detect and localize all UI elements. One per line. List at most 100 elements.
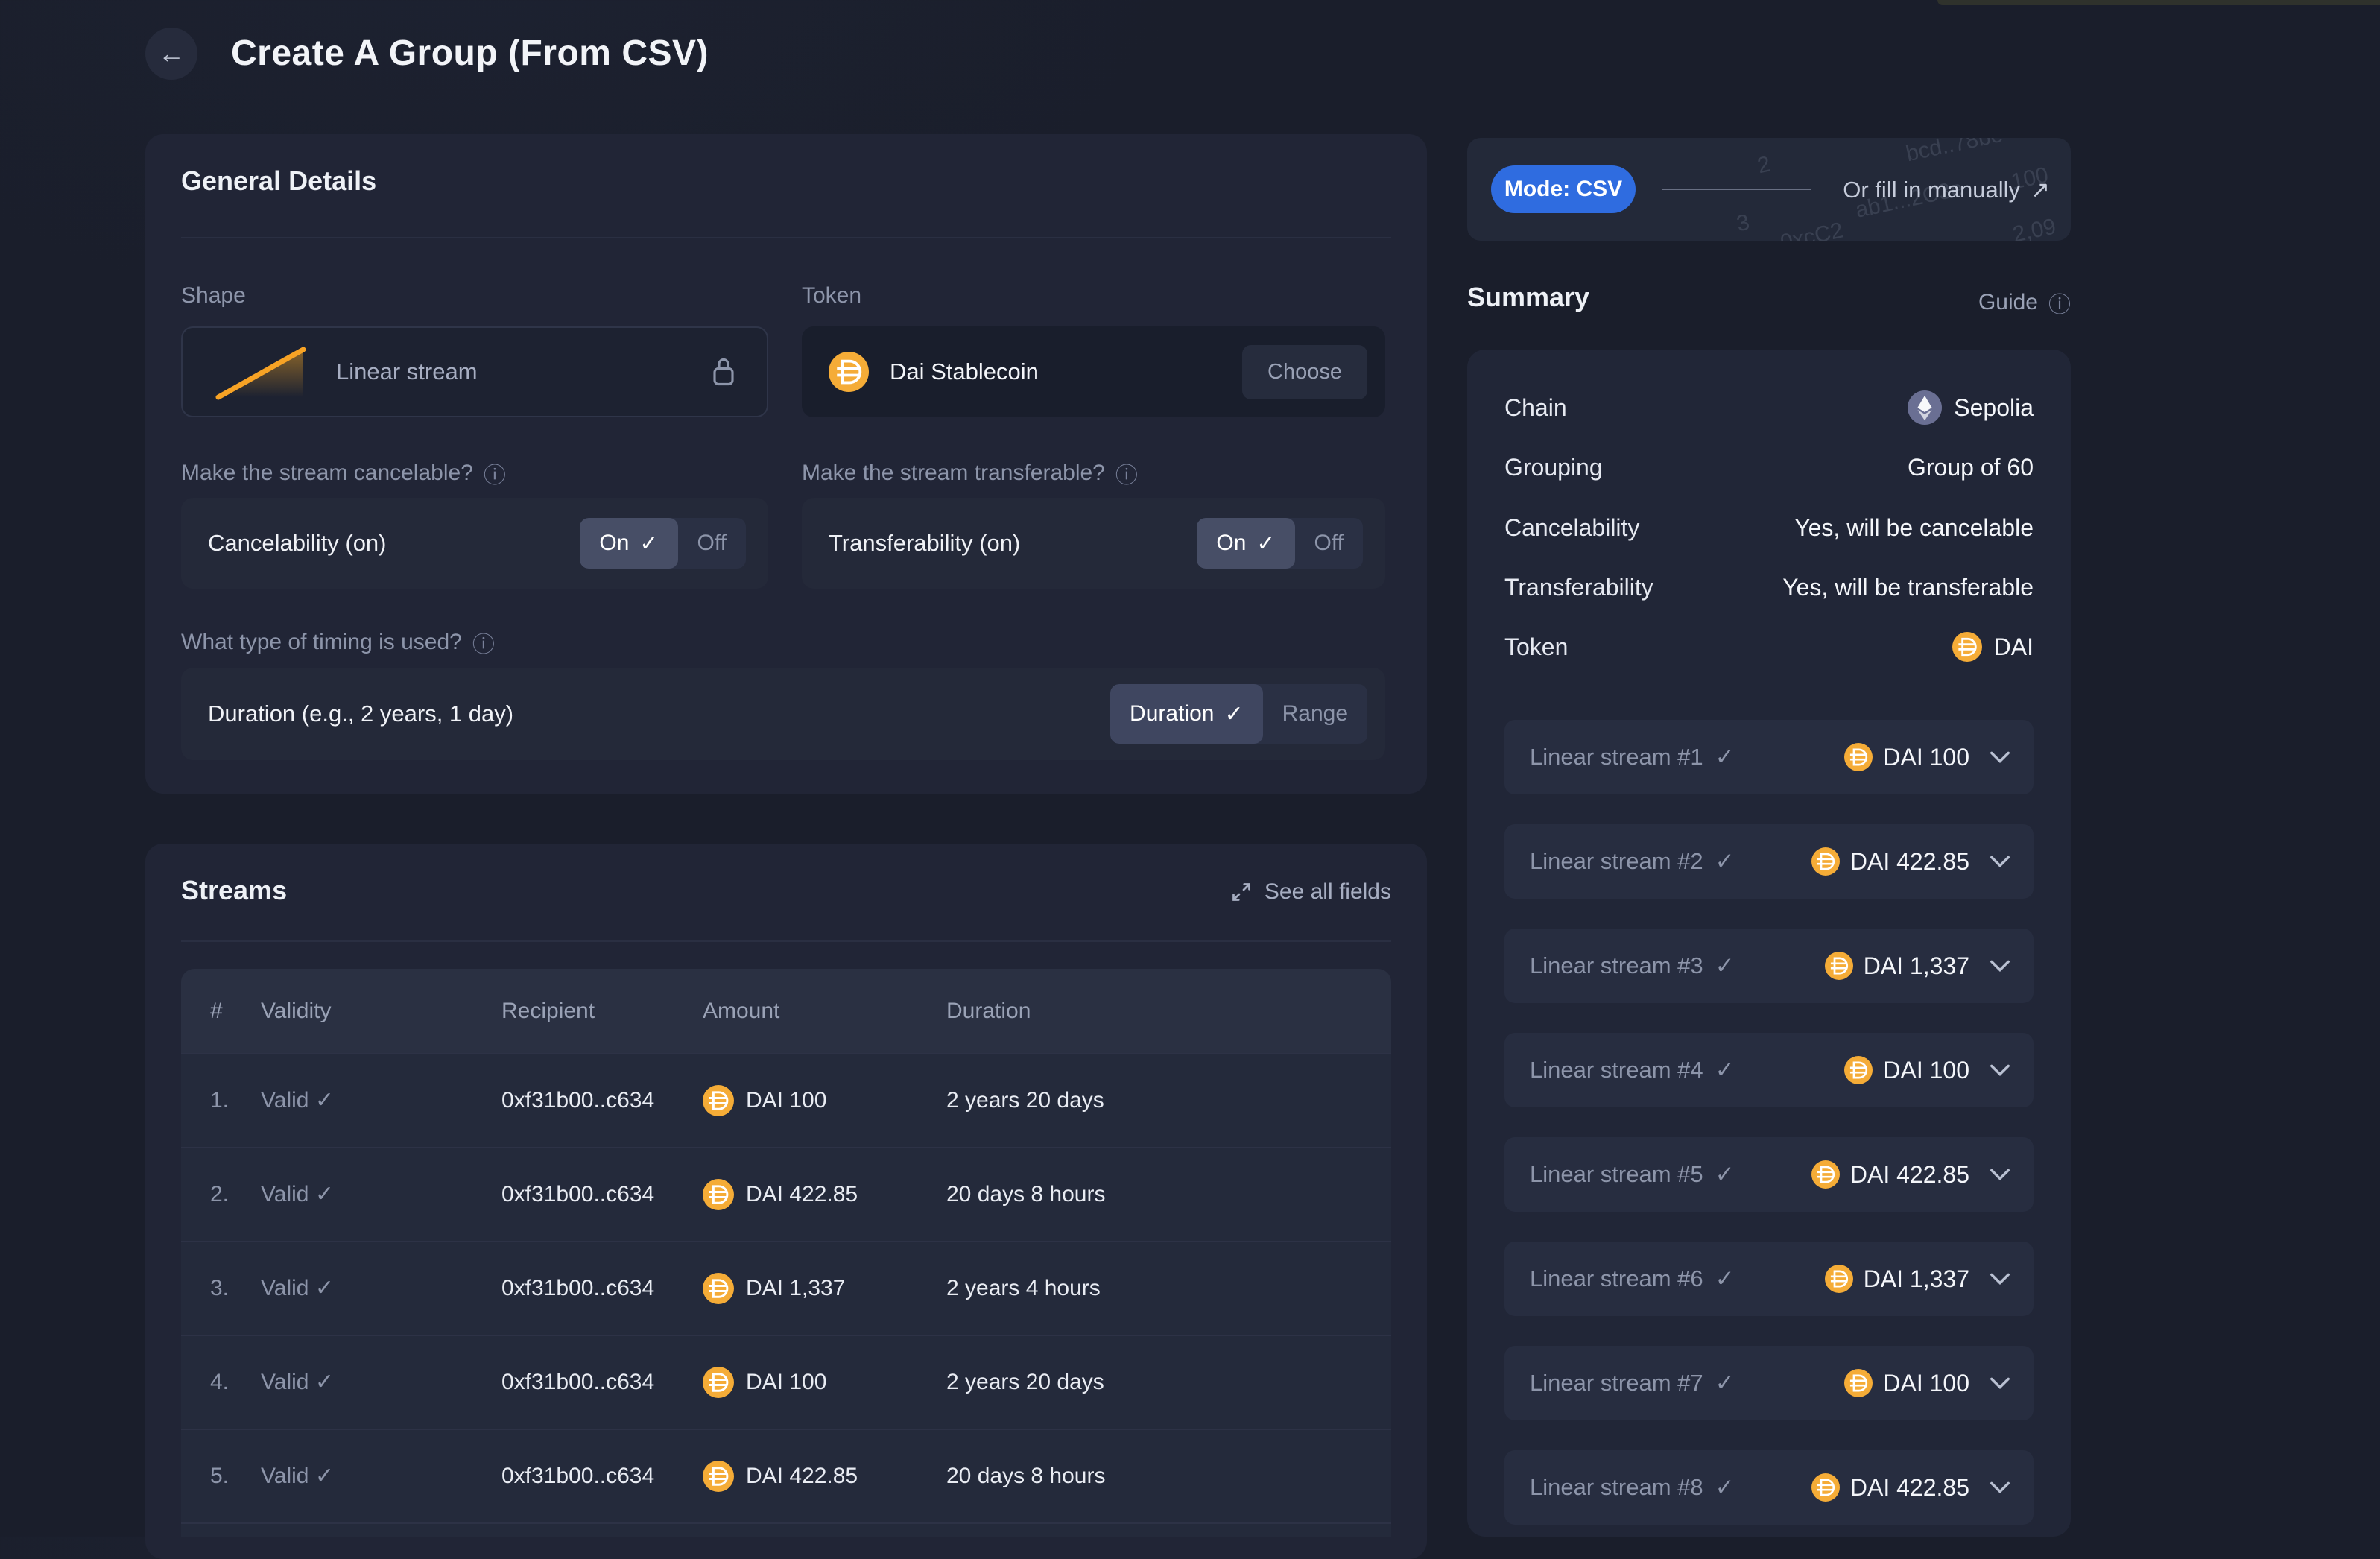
summary-stream-row[interactable]: Linear stream #7 ✓ DAI 100 [1504, 1346, 2034, 1420]
dai-token-icon [703, 1367, 734, 1398]
check-icon: ✓ [1715, 744, 1735, 771]
row-recipient: 0xf31b00..c634 [501, 1464, 655, 1488]
transferability-on-button[interactable]: On ✓ [1197, 518, 1295, 569]
check-icon: ✓ [639, 530, 659, 557]
check-icon: ✓ [314, 1369, 334, 1395]
timing-label: Duration (e.g., 2 years, 1 day) [208, 701, 514, 727]
general-details-title: General Details [181, 165, 377, 196]
dai-token-icon [1811, 1473, 1840, 1502]
shape-value: Linear stream [336, 358, 478, 385]
window-edge-strip [1937, 0, 2380, 5]
summary-stream-row[interactable]: Linear stream #1 ✓ DAI 100 [1504, 720, 2034, 794]
arrow-up-right-icon: ↗ [2031, 177, 2050, 203]
guide-link[interactable]: Guide ⓘ [1978, 286, 2071, 319]
token-label: Token [802, 283, 862, 308]
check-icon: ✓ [1715, 1370, 1735, 1397]
summary-stream-row[interactable]: Linear stream #4 ✓ DAI 100 [1504, 1033, 2034, 1107]
chevron-down-icon [1990, 1481, 2010, 1494]
row-recipient: 0xf31b00..c634 [501, 1182, 655, 1207]
timing-box: Duration (e.g., 2 years, 1 day) Duration… [181, 668, 1385, 760]
cancelability-label: Cancelability (on) [208, 530, 387, 556]
row-amount: DAI 422.85 [703, 1430, 858, 1522]
row-duration: 20 days 8 hours [946, 1182, 1106, 1207]
row-validity: Valid ✓ [261, 1463, 334, 1489]
summary-row-token: Token DAI [1504, 630, 2034, 663]
summary-stream-row[interactable]: Linear stream #8 ✓ DAI 422.85 [1504, 1450, 2034, 1525]
row-recipient: 0xf31b00..c634 [501, 1276, 655, 1300]
summary-row-transferability: Transferability Yes, will be transferabl… [1504, 573, 2034, 601]
row-validity: Valid ✓ [261, 1181, 334, 1207]
duration-button[interactable]: Duration ✓ [1110, 684, 1263, 744]
divider [181, 940, 1391, 942]
summary-stream-row[interactable]: Linear stream #6 ✓ DAI 1,337 [1504, 1242, 2034, 1316]
chevron-down-icon [1990, 1377, 2010, 1390]
info-icon[interactable]: ⓘ [1115, 463, 1138, 489]
table-row: 1. Valid ✓ 0xf31b00..c634 DAI 100 2 year… [181, 1053, 1391, 1147]
chevron-down-icon [1990, 1064, 2010, 1077]
timing-question: What type of timing is used? ⓘ [181, 626, 495, 659]
token-name: Dai Stablecoin [890, 358, 1039, 385]
dai-token-icon [829, 352, 869, 392]
dai-token-icon [1844, 1056, 1873, 1084]
col-recipient: Recipient [501, 999, 595, 1023]
ghost-csv-text: 3 [1734, 209, 1752, 237]
arrow-left-icon: ← [158, 38, 185, 69]
cancelability-box: Cancelability (on) On ✓ Off [181, 498, 768, 589]
cancelability-on-button[interactable]: On ✓ [580, 518, 678, 569]
summary-row-chain: Chain Sepolia [1504, 390, 2034, 425]
summary-stream-row[interactable]: Linear stream #3 ✓ DAI 1,337 [1504, 929, 2034, 1003]
check-icon: ✓ [314, 1087, 334, 1113]
summary-card: Chain Sepolia Grouping Group of 60 Cance… [1467, 350, 2071, 1537]
dai-token-icon [703, 1085, 734, 1116]
ethereum-chain-icon [1908, 390, 1943, 425]
table-row: 2. Valid ✓ 0xf31b00..c634 DAI 422.85 20 … [181, 1147, 1391, 1241]
transferability-label: Transferability (on) [829, 530, 1021, 556]
ghost-csv-text: 2,09 [2010, 214, 2059, 241]
check-icon: ✓ [1715, 1057, 1735, 1084]
row-index: 4. [210, 1370, 230, 1394]
mode-panel: 2 3 bcd..78be 100 ab1...2C3e 2,09 0xcC2 … [1467, 138, 2071, 241]
info-icon[interactable]: ⓘ [483, 463, 506, 489]
col-duration: Duration [946, 999, 1031, 1023]
table-header-row: # Validity Recipient Amount Duration [181, 969, 1391, 1053]
connector-line [1662, 189, 1811, 190]
dai-token-icon [1824, 1265, 1853, 1293]
check-icon: ✓ [1224, 701, 1244, 727]
cancelable-question: Make the stream cancelable? ⓘ [181, 457, 506, 490]
row-duration: 2 years 20 days [946, 1370, 1104, 1394]
check-icon: ✓ [1715, 848, 1735, 875]
check-icon: ✓ [1715, 1161, 1735, 1188]
mode-csv-button[interactable]: Mode: CSV [1491, 165, 1636, 213]
see-all-fields-button[interactable]: See all fields [1230, 879, 1391, 905]
cancelability-toggle: On ✓ Off [580, 518, 746, 569]
shape-selector[interactable]: Linear stream [181, 326, 768, 417]
row-amount: DAI 422.85 [703, 1148, 858, 1241]
dai-token-icon [1844, 1369, 1873, 1397]
fill-manually-link[interactable]: Or fill in manually ↗ [1843, 177, 2050, 203]
back-button[interactable]: ← [145, 28, 197, 80]
row-duration: 2 years 4 hours [946, 1276, 1101, 1300]
check-icon: ✓ [314, 1463, 334, 1489]
row-duration: 2 years 20 days [946, 1088, 1104, 1113]
range-button[interactable]: Range [1282, 701, 1348, 726]
row-recipient: 0xf31b00..c634 [501, 1370, 655, 1394]
cancelability-off-button[interactable]: Off [697, 531, 727, 555]
col-amount: Amount [703, 999, 780, 1023]
chevron-down-icon [1990, 1169, 2010, 1181]
dai-token-icon [703, 1461, 734, 1492]
summary-stream-row[interactable]: Linear stream #2 ✓ DAI 422.85 [1504, 824, 2034, 899]
info-icon[interactable]: ⓘ [472, 632, 495, 658]
row-amount: DAI 100 [703, 1336, 826, 1429]
row-duration: 20 days 8 hours [946, 1464, 1106, 1488]
summary-stream-row[interactable]: Linear stream #5 ✓ DAI 422.85 [1504, 1137, 2034, 1212]
token-box: Dai Stablecoin Choose [802, 326, 1385, 417]
transferability-off-button[interactable]: Off [1314, 531, 1344, 555]
transferable-question: Make the stream transferable? ⓘ [802, 457, 1138, 490]
ghost-csv-text: 2 [1755, 151, 1773, 179]
check-icon: ✓ [314, 1275, 334, 1301]
row-amount: DAI 100 [703, 1054, 826, 1147]
choose-token-button[interactable]: Choose [1242, 344, 1367, 399]
page-title: Create A Group (From CSV) [231, 34, 709, 73]
summary-header: Summary Guide ⓘ [1467, 282, 2071, 319]
info-icon: ⓘ [2048, 292, 2071, 318]
